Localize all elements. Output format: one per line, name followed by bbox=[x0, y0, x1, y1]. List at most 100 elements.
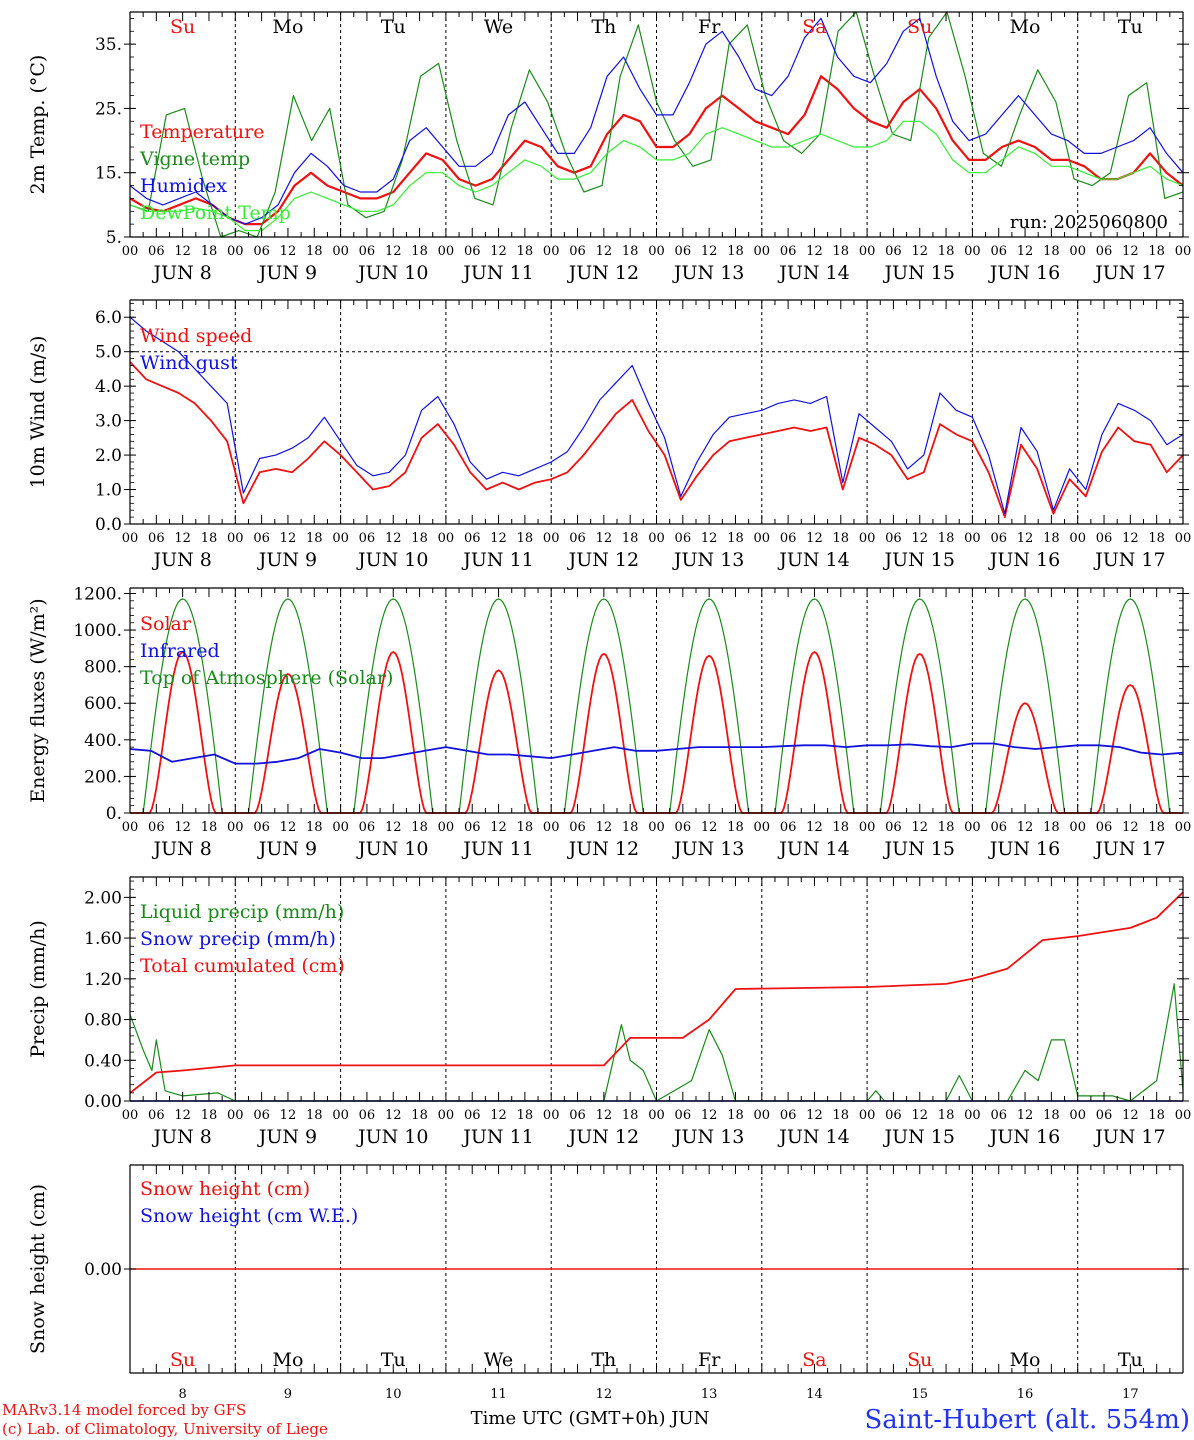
x-hour-label: 06 bbox=[569, 244, 586, 259]
x-hour-label: 06 bbox=[990, 1108, 1007, 1123]
x-hour-label: 00 bbox=[438, 244, 455, 259]
x-hour-label: 12 bbox=[911, 1108, 928, 1123]
x-hour-label: 18 bbox=[517, 820, 534, 835]
x-hour-label: 00 bbox=[1175, 244, 1192, 259]
x-hour-label: 18 bbox=[1148, 1108, 1165, 1123]
x-hour-label: 18 bbox=[517, 531, 534, 546]
y-axis-label: 2m Temp. (°C) bbox=[27, 55, 49, 195]
day-name-bottom: Th bbox=[591, 1349, 616, 1371]
x-hour-label: 00 bbox=[1069, 1108, 1086, 1123]
x-hour-label: 18 bbox=[1148, 531, 1165, 546]
x-date-label: JUN 17 bbox=[1093, 549, 1165, 571]
y-tick-label: 15. bbox=[95, 164, 122, 184]
footer-copyright: (c) Lab. of Climatology, University of L… bbox=[2, 1420, 328, 1438]
day-number-bottom: 9 bbox=[284, 1387, 292, 1402]
series-wind-gust bbox=[129, 316, 1184, 515]
x-hour-label: 00 bbox=[859, 820, 876, 835]
y-axis-label: Snow height (cm) bbox=[27, 1184, 49, 1354]
y-tick-label: 0. bbox=[106, 804, 122, 824]
legend-entry: Solar bbox=[140, 613, 192, 635]
y-tick-label: 5. bbox=[106, 228, 122, 248]
x-hour-label: 06 bbox=[780, 820, 797, 835]
x-date-label: JUN 12 bbox=[567, 1126, 639, 1148]
footer-station: Saint-Hubert (alt. 554m) bbox=[864, 1405, 1190, 1435]
x-hour-label: 12 bbox=[596, 820, 613, 835]
day-name-bottom: Tu bbox=[1118, 1349, 1143, 1371]
day-name-top: Th bbox=[591, 16, 616, 38]
day-name-top: Tu bbox=[381, 16, 406, 38]
x-hour-label: 18 bbox=[411, 244, 428, 259]
x-hour-label: 18 bbox=[1148, 244, 1165, 259]
x-hour-label: 12 bbox=[911, 531, 928, 546]
day-number-bottom: 15 bbox=[911, 1387, 928, 1402]
x-hour-label: 06 bbox=[464, 244, 481, 259]
x-date-label: JUN 13 bbox=[672, 1126, 744, 1148]
x-hour-label: 06 bbox=[675, 820, 692, 835]
x-date-label: JUN 8 bbox=[151, 549, 211, 571]
y-tick-label: 3.0 bbox=[95, 412, 122, 432]
x-date-label: JUN 9 bbox=[257, 262, 317, 284]
x-hour-label: 18 bbox=[306, 1108, 323, 1123]
x-date-label: JUN 17 bbox=[1093, 1126, 1165, 1148]
x-hour-label: 00 bbox=[1069, 531, 1086, 546]
legend-entry: Infrared bbox=[140, 640, 220, 662]
legend-entry: Wind gust bbox=[140, 352, 238, 374]
y-tick-label: 200. bbox=[84, 767, 122, 787]
y-tick-label: 1.0 bbox=[95, 481, 122, 501]
y-tick-label: 35. bbox=[95, 35, 122, 55]
x-hour-label: 18 bbox=[517, 1108, 534, 1123]
y-axis-label: Precip (mm/h) bbox=[27, 920, 49, 1058]
x-hour-label: 18 bbox=[306, 531, 323, 546]
x-hour-label: 18 bbox=[411, 820, 428, 835]
x-hour-label: 00 bbox=[227, 1108, 244, 1123]
x-hour-label: 06 bbox=[1096, 1108, 1113, 1123]
x-hour-label: 12 bbox=[806, 244, 823, 259]
x-hour-label: 18 bbox=[306, 244, 323, 259]
x-hour-label: 06 bbox=[885, 244, 902, 259]
x-hour-label: 12 bbox=[490, 820, 507, 835]
y-tick-label: 600. bbox=[84, 694, 122, 714]
y-tick-label: 1000. bbox=[73, 621, 122, 641]
x-hour-label: 12 bbox=[385, 531, 402, 546]
x-date-label: JUN 10 bbox=[356, 1126, 428, 1148]
x-hour-label: 00 bbox=[332, 244, 349, 259]
x-hour-label: 18 bbox=[201, 1108, 218, 1123]
y-tick-label: 6.0 bbox=[95, 308, 122, 328]
x-hour-label: 18 bbox=[938, 531, 955, 546]
text-layer: 5. 15. 25. 35. 2m Temp. (°C) 00 06 12 18 JUN 8 00 0… bbox=[27, 16, 1191, 1402]
x-hour-label: 12 bbox=[911, 820, 928, 835]
x-hour-label: 00 bbox=[754, 1108, 771, 1123]
x-hour-label: 00 bbox=[859, 531, 876, 546]
x-hour-label: 06 bbox=[1096, 820, 1113, 835]
x-hour-label: 00 bbox=[438, 820, 455, 835]
x-hour-label: 00 bbox=[543, 244, 560, 259]
day-number-bottom: 8 bbox=[179, 1387, 187, 1402]
day-name-top: Sa bbox=[802, 16, 826, 38]
x-date-label: JUN 14 bbox=[777, 1126, 849, 1148]
x-hour-label: 06 bbox=[464, 820, 481, 835]
legend-entry: Snow height (cm) bbox=[140, 1178, 310, 1200]
day-number-bottom: 17 bbox=[1122, 1387, 1139, 1402]
series-dewpoint-temp bbox=[129, 120, 1184, 232]
y-tick-label: 2.0 bbox=[95, 446, 122, 466]
x-date-label: JUN 13 bbox=[672, 549, 744, 571]
x-hour-label: 18 bbox=[201, 244, 218, 259]
x-date-label: JUN 14 bbox=[777, 838, 849, 860]
x-hour-label: 12 bbox=[911, 244, 928, 259]
series-layer bbox=[129, 11, 1184, 1270]
x-date-label: JUN 17 bbox=[1093, 838, 1165, 860]
x-hour-label: 12 bbox=[174, 1108, 191, 1123]
x-date-label: JUN 8 bbox=[151, 262, 211, 284]
x-date-label: JUN 15 bbox=[883, 549, 955, 571]
x-hour-label: 00 bbox=[754, 244, 771, 259]
day-name-bottom: Mo bbox=[1010, 1349, 1041, 1371]
x-hour-label: 12 bbox=[1017, 531, 1034, 546]
x-date-label: JUN 13 bbox=[672, 262, 744, 284]
x-hour-label: 06 bbox=[675, 531, 692, 546]
x-hour-label: 12 bbox=[596, 244, 613, 259]
axes-layer bbox=[124, 11, 1189, 1374]
legend-entry: Snow height (cm W.E.) bbox=[140, 1205, 358, 1227]
x-hour-label: 12 bbox=[701, 531, 718, 546]
x-hour-label: 06 bbox=[253, 244, 270, 259]
day-name-bottom: Tu bbox=[381, 1349, 406, 1371]
